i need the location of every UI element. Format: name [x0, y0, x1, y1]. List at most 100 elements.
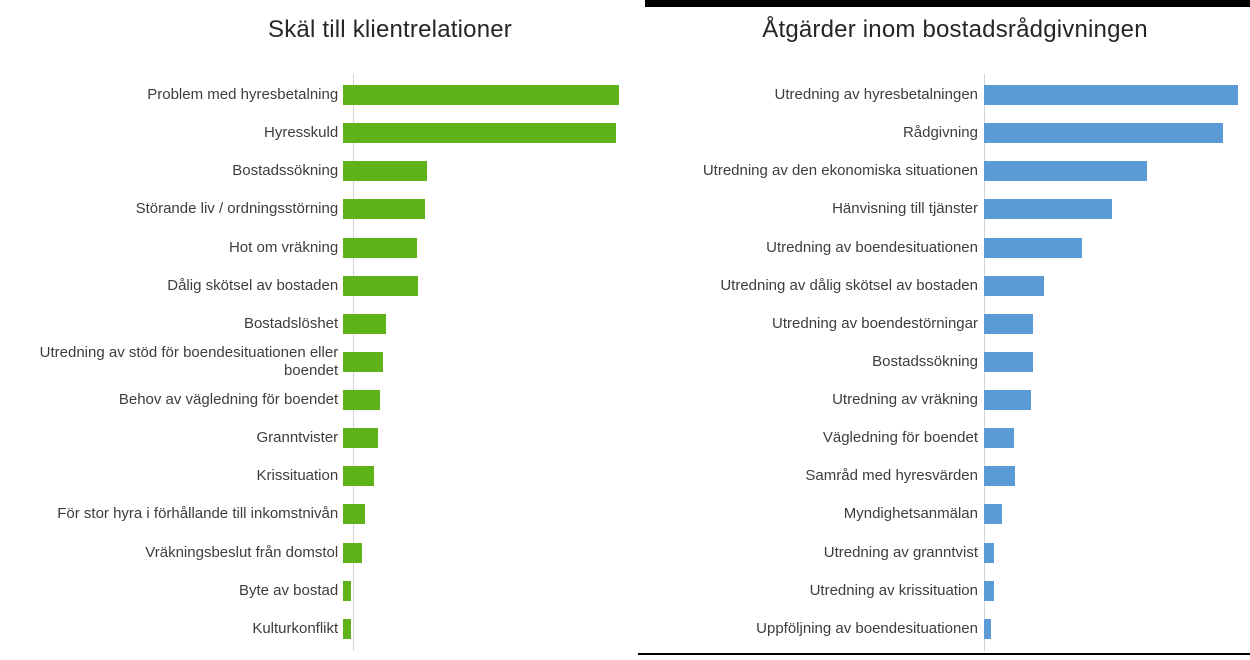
chart-row: Uppföljning av boendesituationen	[625, 610, 1250, 648]
category-label: Utredning av krissituation	[809, 581, 978, 599]
category-label: För stor hyra i förhållande till inkomst…	[57, 505, 339, 523]
plot-area	[343, 542, 625, 563]
data-bar	[984, 390, 1031, 411]
chart-row: Utredning av vräkning	[625, 381, 1250, 419]
plot-area	[343, 580, 625, 601]
chart-row: Utredning av den ekonomiska situationen	[625, 152, 1250, 190]
data-bar	[343, 504, 365, 525]
chart-row: Utredning av boendesituationen	[625, 229, 1250, 267]
chart-row: Hyresskuld	[0, 114, 625, 152]
plot-area	[343, 466, 625, 487]
data-bar	[343, 428, 379, 449]
plot-area	[984, 123, 1244, 144]
chart-row: Behov av vägledning för boendet	[0, 381, 625, 419]
data-bar	[343, 275, 419, 296]
category-label: Krissituation	[256, 467, 339, 485]
data-bar	[343, 313, 386, 334]
plot-area	[343, 390, 625, 411]
plot-area	[343, 123, 625, 144]
data-bar	[984, 237, 1082, 258]
plot-area	[984, 275, 1244, 296]
chart-row: Kulturkonflikt	[0, 610, 625, 648]
plot-area	[984, 237, 1244, 258]
category-label: Kulturkonflikt	[252, 619, 339, 637]
data-bar	[984, 85, 1239, 106]
plot-area	[984, 580, 1244, 601]
plot-area	[343, 618, 625, 639]
data-bar	[984, 351, 1034, 372]
chart-row: Bostadslöshet	[0, 305, 625, 343]
category-label: Utredning av stöd för boendesituationen …	[39, 343, 339, 379]
plot-area	[343, 199, 625, 220]
category-label: Behov av vägledning för boendet	[118, 391, 339, 409]
bar-rows-left: Problem med hyresbetalning Hyresskuld Bost…	[0, 76, 625, 648]
plot-area	[343, 351, 625, 372]
plot-area	[984, 504, 1244, 525]
plot-area	[984, 428, 1244, 449]
data-bar	[343, 390, 381, 411]
category-label: Uppföljning av boendesituationen	[756, 619, 978, 637]
chart-row: Myndighetsanmälan	[625, 495, 1250, 533]
chart-row: Utredning av boendestörningar	[625, 305, 1250, 343]
chart-row: Utredning av granntvist	[625, 534, 1250, 572]
chart-row: Samråd med hyresvärden	[625, 457, 1250, 495]
chart-row: För stor hyra i förhållande till inkomst…	[0, 495, 625, 533]
plot-area	[343, 237, 625, 258]
data-bar	[984, 466, 1016, 487]
category-label: Utredning av den ekonomiska situationen	[702, 162, 978, 180]
category-label: Utredning av hyresbetalningen	[774, 86, 978, 104]
plot-area	[984, 542, 1244, 563]
category-label: Utredning av granntvist	[823, 543, 978, 561]
chart-row: Dålig skötsel av bostaden	[0, 267, 625, 305]
category-label: Vägledning för boendet	[822, 429, 978, 447]
chart-row: Utredning av hyresbetalningen	[625, 76, 1250, 114]
category-label: Bostadssökning	[872, 352, 978, 370]
chart-row: Byte av bostad	[0, 572, 625, 610]
plot-area	[984, 390, 1244, 411]
plot-area	[984, 85, 1244, 106]
chart-row: Vräkningsbeslut från domstol	[0, 534, 625, 572]
chart-row: Vägledning för boendet	[625, 419, 1250, 457]
chart-row: Störande liv / ordningsstörning	[0, 190, 625, 228]
chart-row: Utredning av dålig skötsel av bostaden	[625, 267, 1250, 305]
category-label: Vräkningsbeslut från domstol	[145, 543, 339, 561]
chart-row: Utredning av krissituation	[625, 572, 1250, 610]
plot-area	[984, 466, 1244, 487]
bottom-rule	[638, 653, 1250, 655]
data-bar	[984, 199, 1112, 220]
data-bar	[343, 85, 619, 106]
chart-title-right: Åtgärder inom bostadsrådgivningen	[762, 16, 1148, 43]
plot-area	[343, 275, 625, 296]
category-label: Problem med hyresbetalning	[147, 86, 339, 104]
data-bar	[343, 618, 351, 639]
data-bar	[343, 161, 428, 182]
plot-area	[343, 428, 625, 449]
data-bar	[984, 275, 1045, 296]
plot-area	[343, 504, 625, 525]
data-bar	[984, 618, 992, 639]
category-label: Samråd med hyresvärden	[805, 467, 978, 485]
chart-row: Hänvisning till tjänster	[625, 190, 1250, 228]
chart-title-left: Skäl till klientrelationer	[268, 16, 512, 43]
data-bar	[343, 351, 384, 372]
category-label: Utredning av boendesituationen	[766, 238, 978, 256]
data-bar	[984, 313, 1034, 334]
category-label: Hänvisning till tjänster	[832, 200, 978, 218]
chart-row: Problem med hyresbetalning	[0, 76, 625, 114]
plot-area	[984, 161, 1244, 182]
data-bar	[343, 580, 351, 601]
plot-area	[984, 351, 1244, 372]
chart-row: Bostadssökning	[625, 343, 1250, 381]
category-label: Utredning av vräkning	[832, 391, 978, 409]
plot-area	[343, 313, 625, 334]
data-bar	[984, 161, 1148, 182]
category-label: Bostadslöshet	[243, 314, 339, 332]
data-bar	[343, 542, 363, 563]
chart-row: Hot om vräkning	[0, 229, 625, 267]
category-label: Byte av bostad	[238, 581, 339, 599]
data-bar	[984, 580, 995, 601]
top-rule	[645, 0, 1250, 7]
data-bar	[984, 123, 1224, 144]
category-label: Hot om vräkning	[228, 238, 339, 256]
